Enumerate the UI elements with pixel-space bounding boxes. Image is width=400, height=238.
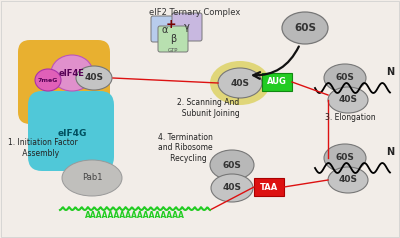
Text: 60S: 60S (222, 160, 242, 169)
Text: Pab1: Pab1 (82, 174, 102, 183)
Ellipse shape (218, 68, 262, 98)
Text: 40S: 40S (338, 175, 358, 184)
Text: α: α (162, 25, 168, 35)
Text: 60S: 60S (336, 154, 354, 163)
Bar (262, 73, 292, 91)
Text: TAA: TAA (260, 183, 278, 192)
FancyArrowPatch shape (253, 46, 299, 79)
Text: eIF4E: eIF4E (59, 69, 85, 78)
Ellipse shape (76, 66, 112, 90)
Text: 2. Scanning And
  Subunit Joining: 2. Scanning And Subunit Joining (177, 98, 239, 118)
Text: eIF4G: eIF4G (57, 129, 87, 138)
Text: N: N (386, 147, 394, 157)
Ellipse shape (328, 87, 368, 113)
Ellipse shape (210, 150, 254, 180)
Ellipse shape (324, 144, 366, 172)
Text: 7meG: 7meG (38, 78, 58, 83)
Text: 40S: 40S (84, 74, 104, 83)
Ellipse shape (210, 61, 270, 105)
Text: 40S: 40S (230, 79, 250, 88)
Text: 40S: 40S (338, 95, 358, 104)
Text: AUG: AUG (267, 78, 287, 86)
Text: 40S: 40S (222, 183, 242, 193)
Ellipse shape (35, 69, 61, 91)
Bar (254, 178, 284, 196)
FancyBboxPatch shape (158, 26, 188, 52)
Text: β: β (170, 34, 176, 44)
FancyBboxPatch shape (18, 40, 110, 124)
Ellipse shape (51, 55, 93, 91)
Text: 3. Elongation: 3. Elongation (325, 114, 375, 123)
Ellipse shape (211, 174, 253, 202)
Text: eIF2 Ternary Complex: eIF2 Ternary Complex (149, 8, 241, 17)
Text: 4. Termination
and Ribosome
   Recycling: 4. Termination and Ribosome Recycling (158, 133, 212, 163)
Text: 60S: 60S (336, 74, 354, 83)
FancyBboxPatch shape (151, 16, 179, 42)
Text: γ: γ (184, 22, 190, 32)
Text: 1. Initiation Factor
      Assembly: 1. Initiation Factor Assembly (8, 138, 78, 158)
Text: +: + (166, 19, 176, 31)
Text: AAAAAAAAAAAAAAAAA: AAAAAAAAAAAAAAAAA (85, 210, 185, 219)
FancyBboxPatch shape (28, 91, 114, 171)
Ellipse shape (324, 64, 366, 92)
Ellipse shape (328, 167, 368, 193)
FancyBboxPatch shape (172, 13, 202, 41)
Text: GTP: GTP (168, 48, 178, 53)
Text: N: N (386, 67, 394, 77)
Ellipse shape (62, 160, 122, 196)
Ellipse shape (282, 12, 328, 44)
Text: 60S: 60S (294, 23, 316, 33)
